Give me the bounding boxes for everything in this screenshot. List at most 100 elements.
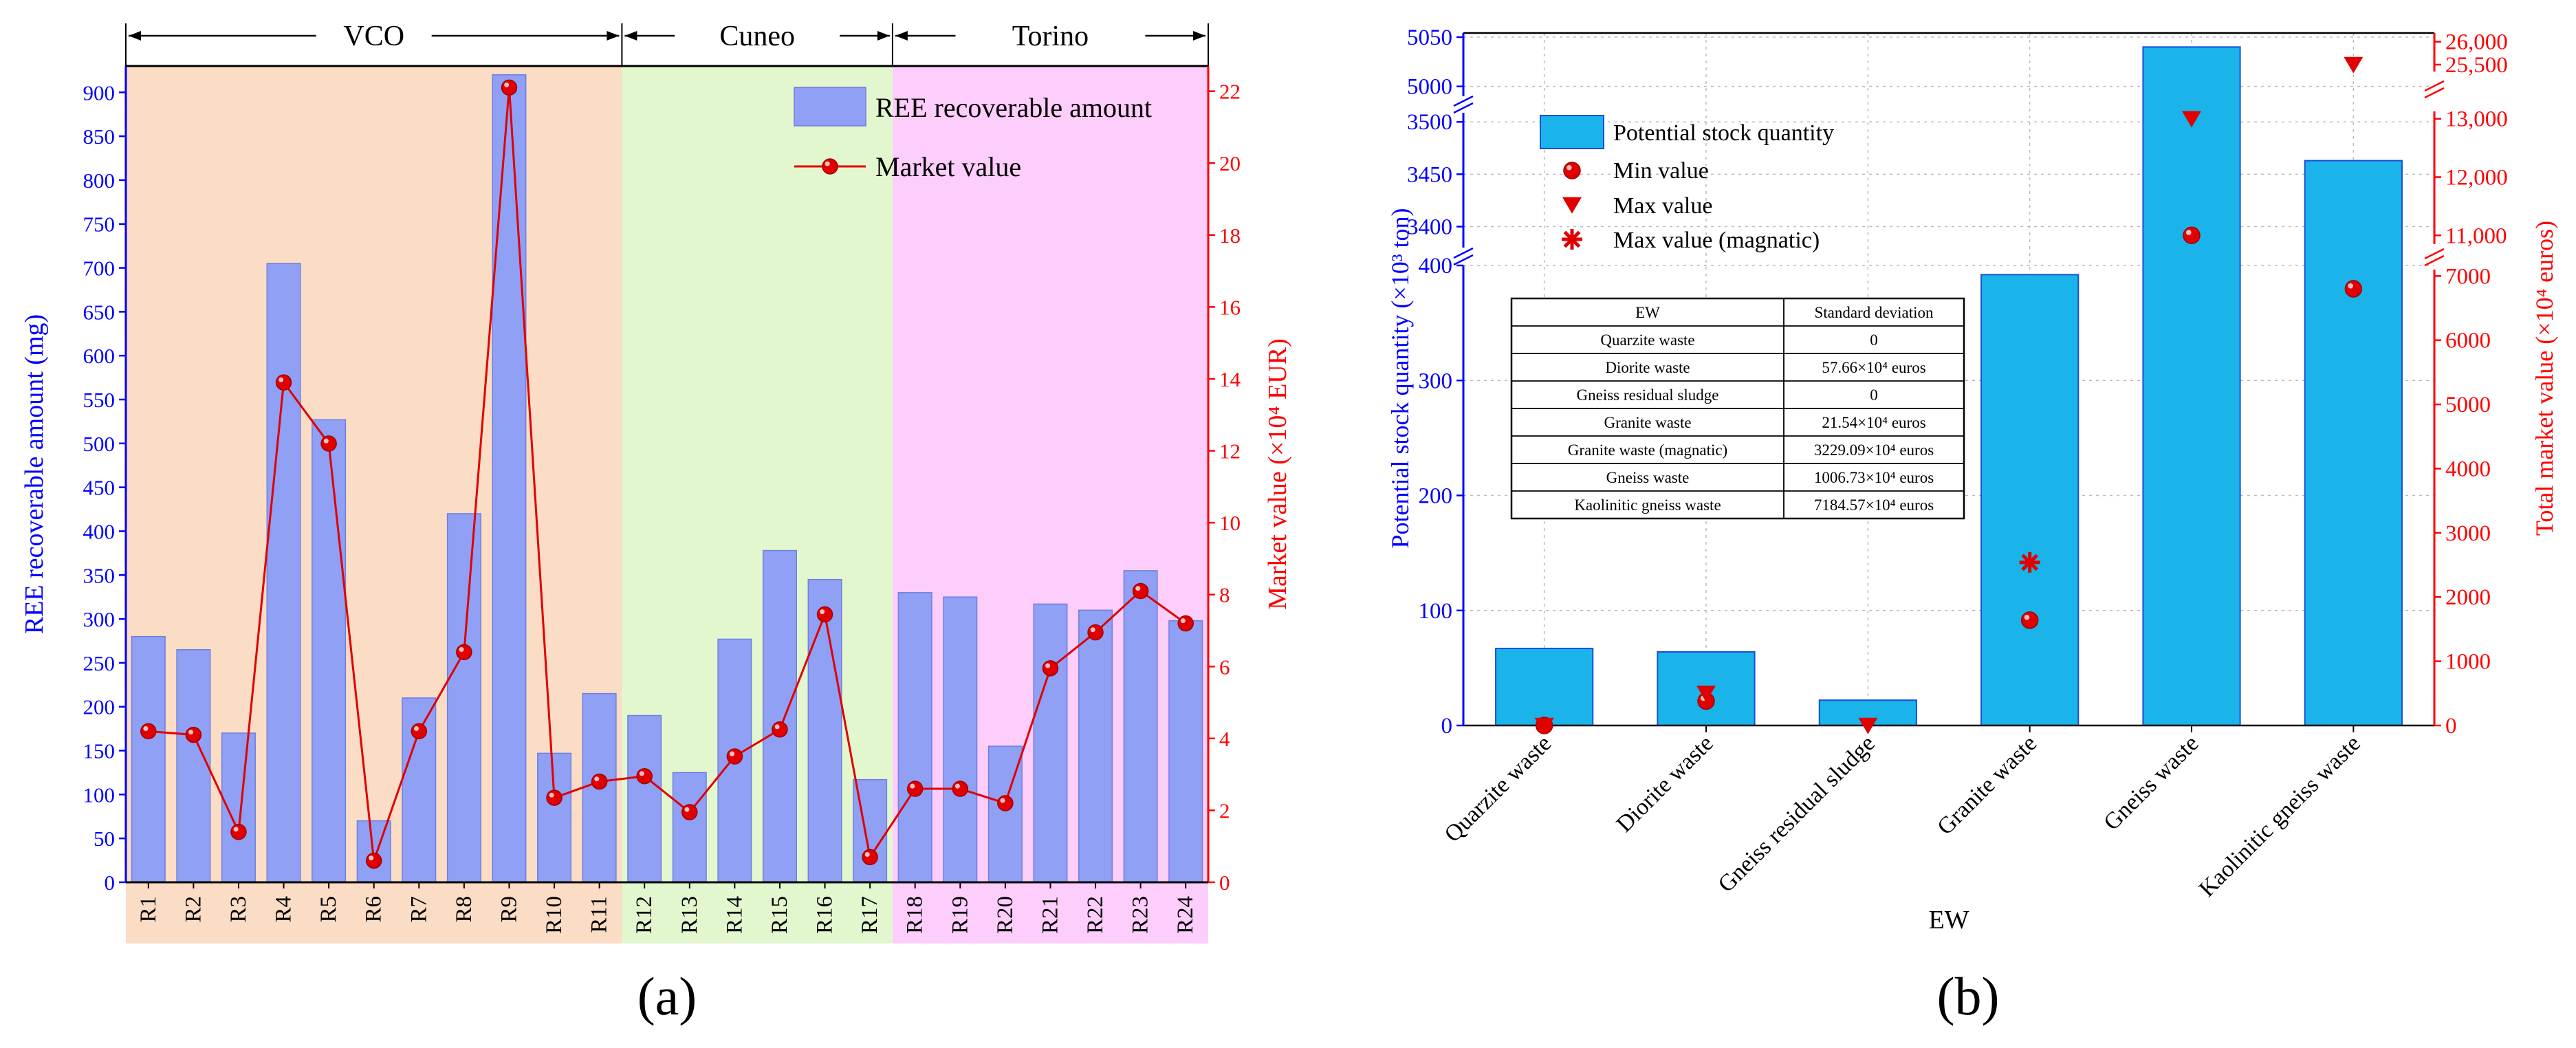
axis-break-icon — [1453, 95, 1474, 114]
marker-body — [501, 79, 518, 96]
bar-R9 — [492, 74, 527, 883]
marker-body — [275, 374, 292, 391]
bar-kaolinitic-gneiss-waste — [2304, 160, 2403, 727]
right-tick-label: 16 — [1219, 295, 1241, 319]
left-tick-label: 450 — [83, 476, 116, 500]
left-tick-label: 600 — [83, 344, 116, 368]
legend-bar-swatch — [794, 87, 866, 127]
x-tick-label: R6 — [362, 896, 386, 923]
right-tick-label: 12,000 — [2445, 166, 2508, 190]
bar-R2 — [176, 649, 211, 883]
line-point-R5 — [320, 435, 337, 452]
line-point-R23 — [1132, 582, 1149, 600]
marker-highlight — [954, 783, 960, 789]
left-tick-label: 200 — [83, 695, 116, 719]
left-tick-label: 750 — [83, 212, 116, 237]
left-tick-label: 400 — [1419, 254, 1453, 279]
right-tick-label: 8 — [1219, 583, 1230, 607]
line-point-R14 — [726, 748, 743, 765]
left-tick-label: 300 — [83, 607, 116, 631]
left-tick-label: 250 — [83, 651, 116, 675]
marker-body — [320, 435, 337, 452]
left-tick-label: 0 — [1441, 714, 1453, 739]
max-value-point — [1858, 717, 1878, 734]
left-tick-label: 3400 — [1407, 215, 1452, 240]
x-tick-label: R24 — [1173, 896, 1198, 934]
legend-bar-swatch — [1540, 115, 1604, 149]
marker-highlight — [233, 827, 239, 832]
std-dev-table: EW Standard deviation Quarzite waste 0 Diori… — [1510, 297, 1965, 520]
right-tick-label: 4 — [1219, 727, 1230, 751]
table-cell: 1006.73×10⁴ euros — [1814, 469, 1934, 486]
marker-body — [1087, 624, 1104, 641]
line-point-R21 — [1042, 660, 1059, 677]
marker-body — [591, 773, 608, 790]
x-tick-label: Gneiss residual sludge — [1713, 730, 1880, 897]
table-cell: Gneiss residual sludge — [1577, 386, 1719, 404]
x-tick-label: R20 — [993, 896, 1018, 934]
line-point-R19 — [952, 780, 969, 797]
arrowhead-icon — [129, 31, 141, 41]
line-point-R1 — [140, 723, 157, 740]
line-point-R22 — [1087, 624, 1104, 641]
right-tick-label: 6 — [1219, 655, 1230, 679]
marker-highlight — [594, 776, 600, 782]
right-axis-title: Market value (×10⁴ EUR) — [1263, 338, 1292, 610]
marker-highlight — [2024, 614, 2030, 620]
x-tick-label: R22 — [1083, 896, 1108, 934]
x-tick-label: R12 — [632, 896, 657, 934]
marker-body — [636, 767, 653, 785]
arrowhead-icon — [895, 31, 908, 41]
line-point-R11 — [591, 773, 608, 790]
marker-body — [456, 644, 472, 661]
marker-highlight — [910, 783, 915, 789]
table-cell: Gneiss waste — [1606, 469, 1690, 486]
line-point-R17 — [862, 849, 878, 866]
bar-R19 — [943, 596, 978, 883]
bar-R22 — [1078, 609, 1113, 883]
line-point-R15 — [772, 721, 788, 738]
marker-highlight — [1566, 164, 1572, 171]
table-cell: Diorite waste — [1605, 359, 1690, 376]
line-point-R6 — [365, 852, 382, 869]
marker-body — [230, 824, 247, 840]
line-point-R13 — [681, 804, 698, 820]
x-tick-label: R8 — [452, 896, 477, 923]
marker-highlight — [2348, 283, 2353, 289]
x-tick-label: R21 — [1038, 896, 1062, 934]
max-value-point — [1696, 686, 1716, 702]
line-point-R2 — [185, 726, 202, 743]
market-value-line — [148, 87, 1187, 862]
arrowhead-icon — [607, 31, 620, 41]
right-tick-label: 0 — [1219, 871, 1230, 895]
legend-line-label: Market value — [875, 151, 1021, 182]
line-point-R10 — [546, 789, 563, 806]
marker-highlight — [459, 646, 464, 653]
marker-highlight — [279, 377, 284, 382]
legend-min-label: Min value — [1613, 158, 1709, 184]
marker-body — [411, 723, 428, 740]
marker-highlight — [639, 771, 644, 776]
x-tick-label: R10 — [542, 896, 567, 934]
marker-highlight — [1135, 586, 1141, 591]
axis-break-icon — [2424, 80, 2445, 99]
line-point-R20 — [997, 795, 1014, 811]
marker-highlight — [864, 852, 870, 858]
bar-R10 — [537, 752, 572, 883]
line-point-R18 — [906, 780, 924, 797]
marker-highlight — [1000, 798, 1005, 803]
left-tick-label: 800 — [83, 168, 116, 193]
max-value-point — [1534, 717, 1554, 734]
region-label: VCO — [343, 21, 404, 52]
marker-body — [546, 789, 563, 806]
table-cell: 57.66×10⁴ euros — [1822, 359, 1925, 376]
bar-R15 — [762, 549, 797, 883]
marker-highlight — [143, 726, 149, 732]
marker-body — [681, 804, 698, 820]
bar-R23 — [1123, 570, 1158, 883]
right-axis-title: Total market value (×10⁴ euros) — [2531, 221, 2558, 536]
right-tick-label: 2000 — [2445, 585, 2491, 610]
left-tick-label: 650 — [83, 300, 116, 324]
left-tick-label: 100 — [1419, 599, 1453, 624]
line-point-R12 — [636, 767, 653, 785]
